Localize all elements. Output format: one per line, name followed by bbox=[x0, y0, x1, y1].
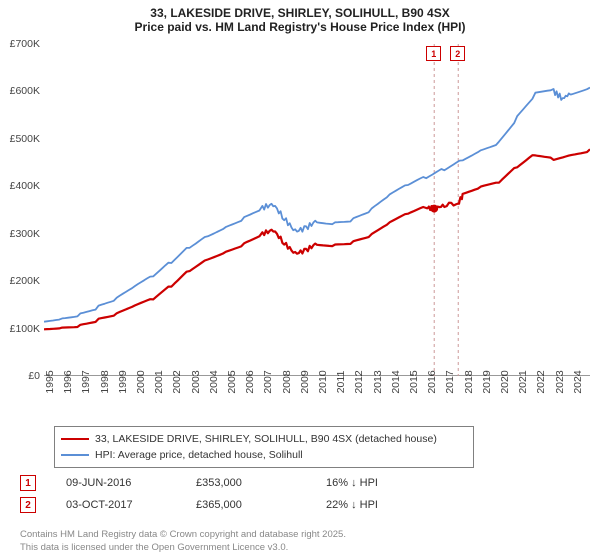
y-tick-label: £300K bbox=[10, 228, 40, 240]
x-tick-label: 2003 bbox=[190, 370, 202, 393]
series-hpi bbox=[44, 88, 590, 322]
x-tick-label: 2001 bbox=[153, 370, 165, 393]
x-tick-label: 2012 bbox=[353, 370, 365, 393]
chart-title-block: 33, LAKESIDE DRIVE, SHIRLEY, SOLIHULL, B… bbox=[0, 0, 600, 36]
x-tick-label: 2023 bbox=[554, 370, 566, 393]
x-tick-label: 2014 bbox=[390, 370, 402, 393]
x-tick-label: 1998 bbox=[99, 370, 111, 393]
event-badge-1: 1 bbox=[426, 46, 441, 61]
x-tick-label: 2016 bbox=[426, 370, 438, 393]
marker-row: 1 09-JUN-2016 £353,000 16% ↓ HPI bbox=[20, 472, 580, 494]
marker-table: 1 09-JUN-2016 £353,000 16% ↓ HPI 2 03-OCT-201… bbox=[20, 472, 580, 516]
x-tick-label: 2019 bbox=[481, 370, 493, 393]
marker-badge: 2 bbox=[20, 497, 36, 513]
x-tick-label: 2007 bbox=[262, 370, 274, 393]
y-tick-label: £100K bbox=[10, 323, 40, 335]
y-tick-label: £200K bbox=[10, 275, 40, 287]
y-tick-label: £600K bbox=[10, 85, 40, 97]
x-axis: 1995199619971998199920002001200220032004… bbox=[44, 376, 590, 422]
legend-label: 33, LAKESIDE DRIVE, SHIRLEY, SOLIHULL, B… bbox=[95, 433, 437, 445]
footer-attribution: Contains HM Land Registry data © Crown c… bbox=[20, 529, 346, 554]
x-tick-label: 2021 bbox=[517, 370, 529, 393]
series-price_paid bbox=[44, 149, 590, 329]
x-tick-label: 2010 bbox=[317, 370, 329, 393]
x-tick-label: 2002 bbox=[171, 370, 183, 393]
legend-row: 33, LAKESIDE DRIVE, SHIRLEY, SOLIHULL, B… bbox=[61, 431, 467, 447]
legend-swatch bbox=[61, 438, 89, 440]
x-tick-label: 2020 bbox=[499, 370, 511, 393]
legend-swatch bbox=[61, 454, 89, 456]
marker-delta: 22% ↓ HPI bbox=[326, 499, 426, 511]
x-tick-label: 2011 bbox=[335, 371, 347, 394]
chart-plot-area: 12 bbox=[44, 44, 590, 376]
marker-date: 09-JUN-2016 bbox=[66, 477, 166, 489]
marker-badge: 1 bbox=[20, 475, 36, 491]
x-tick-label: 1997 bbox=[80, 370, 92, 393]
legend-label: HPI: Average price, detached house, Soli… bbox=[95, 449, 303, 461]
event-badge-2: 2 bbox=[450, 46, 465, 61]
marker-date: 03-OCT-2017 bbox=[66, 499, 166, 511]
x-tick-label: 1999 bbox=[117, 370, 129, 393]
x-tick-label: 2005 bbox=[226, 370, 238, 393]
title-line-2: Price paid vs. HM Land Registry's House … bbox=[0, 20, 600, 34]
legend: 33, LAKESIDE DRIVE, SHIRLEY, SOLIHULL, B… bbox=[54, 426, 474, 468]
chart-svg bbox=[44, 44, 590, 376]
sale-marker-dot bbox=[430, 205, 438, 213]
legend-row: HPI: Average price, detached house, Soli… bbox=[61, 447, 467, 463]
x-tick-label: 2000 bbox=[135, 370, 147, 393]
x-tick-label: 1995 bbox=[44, 370, 56, 393]
x-tick-label: 2013 bbox=[372, 370, 384, 393]
y-tick-label: £400K bbox=[10, 180, 40, 192]
title-line-1: 33, LAKESIDE DRIVE, SHIRLEY, SOLIHULL, B… bbox=[0, 6, 600, 20]
marker-price: £365,000 bbox=[196, 499, 296, 511]
marker-price: £353,000 bbox=[196, 477, 296, 489]
y-axis: £0£100K£200K£300K£400K£500K£600K£700K bbox=[0, 44, 44, 376]
y-tick-label: £500K bbox=[10, 133, 40, 145]
x-tick-label: 2015 bbox=[408, 370, 420, 393]
marker-delta: 16% ↓ HPI bbox=[326, 477, 426, 489]
marker-row: 2 03-OCT-2017 £365,000 22% ↓ HPI bbox=[20, 494, 580, 516]
footer-line-1: Contains HM Land Registry data © Crown c… bbox=[20, 529, 346, 541]
x-tick-label: 2009 bbox=[299, 370, 311, 393]
x-tick-label: 2017 bbox=[444, 370, 456, 393]
footer-line-2: This data is licensed under the Open Gov… bbox=[20, 542, 346, 554]
x-tick-label: 2008 bbox=[281, 370, 293, 393]
x-tick-label: 2006 bbox=[244, 370, 256, 393]
y-tick-label: £700K bbox=[10, 38, 40, 50]
x-tick-label: 2018 bbox=[463, 370, 475, 393]
x-tick-label: 2004 bbox=[208, 370, 220, 393]
x-tick-label: 2024 bbox=[572, 370, 584, 393]
x-tick-label: 2022 bbox=[535, 370, 547, 393]
x-tick-label: 1996 bbox=[62, 370, 74, 393]
y-tick-label: £0 bbox=[28, 370, 40, 382]
